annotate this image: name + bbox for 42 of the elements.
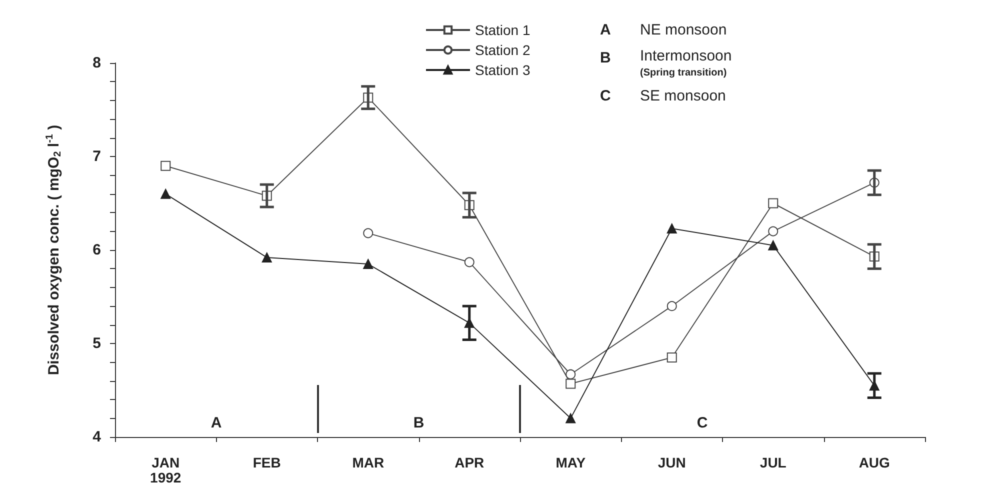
annotation: C bbox=[696, 414, 708, 432]
y-tick-label: 5 bbox=[92, 335, 101, 352]
point bbox=[566, 369, 576, 380]
point bbox=[566, 378, 576, 389]
point bbox=[768, 198, 778, 208]
point bbox=[363, 259, 374, 270]
annotation: SE monsoon bbox=[640, 88, 726, 104]
y-tick-label: 4 bbox=[92, 428, 102, 446]
point bbox=[160, 160, 171, 171]
point bbox=[262, 252, 272, 262]
x-tick-label: JUN bbox=[658, 454, 686, 470]
legend-label: Station 1 bbox=[475, 22, 530, 38]
y-tick-label: 6 bbox=[92, 242, 101, 258]
point bbox=[768, 240, 778, 250]
annotation: (Spring transition) bbox=[640, 68, 727, 78]
y-tick-label: 7 bbox=[92, 148, 101, 165]
annotation: B bbox=[600, 50, 611, 66]
annotation: Intermonsoon bbox=[640, 48, 732, 64]
legend-label: Station 3 bbox=[475, 62, 530, 78]
point bbox=[464, 257, 474, 268]
point bbox=[666, 301, 677, 312]
text: A bbox=[600, 22, 611, 38]
annotation: C bbox=[600, 88, 611, 104]
x-tick-label: JUL bbox=[760, 454, 787, 470]
y-axis-title: Dissolved oxygen conc. ( mgO2 l-1 ) bbox=[44, 124, 64, 376]
point bbox=[363, 228, 374, 238]
point bbox=[768, 226, 778, 236]
point bbox=[160, 188, 171, 199]
x-tick-label: JAN 1992 bbox=[150, 454, 182, 486]
point bbox=[666, 223, 677, 234]
x-tick-label: AUG bbox=[858, 454, 890, 470]
annotation: A bbox=[210, 414, 222, 432]
point bbox=[666, 352, 677, 363]
legend-label: Station 2 bbox=[475, 42, 530, 58]
y-tick-label: 8 bbox=[92, 54, 101, 72]
annotation: B bbox=[413, 414, 424, 432]
x-tick-label: MAY bbox=[556, 454, 586, 470]
x-tick-label: MAR bbox=[352, 454, 384, 470]
x-tick-label: APR bbox=[454, 454, 484, 470]
text: NE monsoon bbox=[640, 22, 727, 38]
point bbox=[566, 413, 576, 424]
x-tick-label: FEB bbox=[252, 454, 281, 470]
